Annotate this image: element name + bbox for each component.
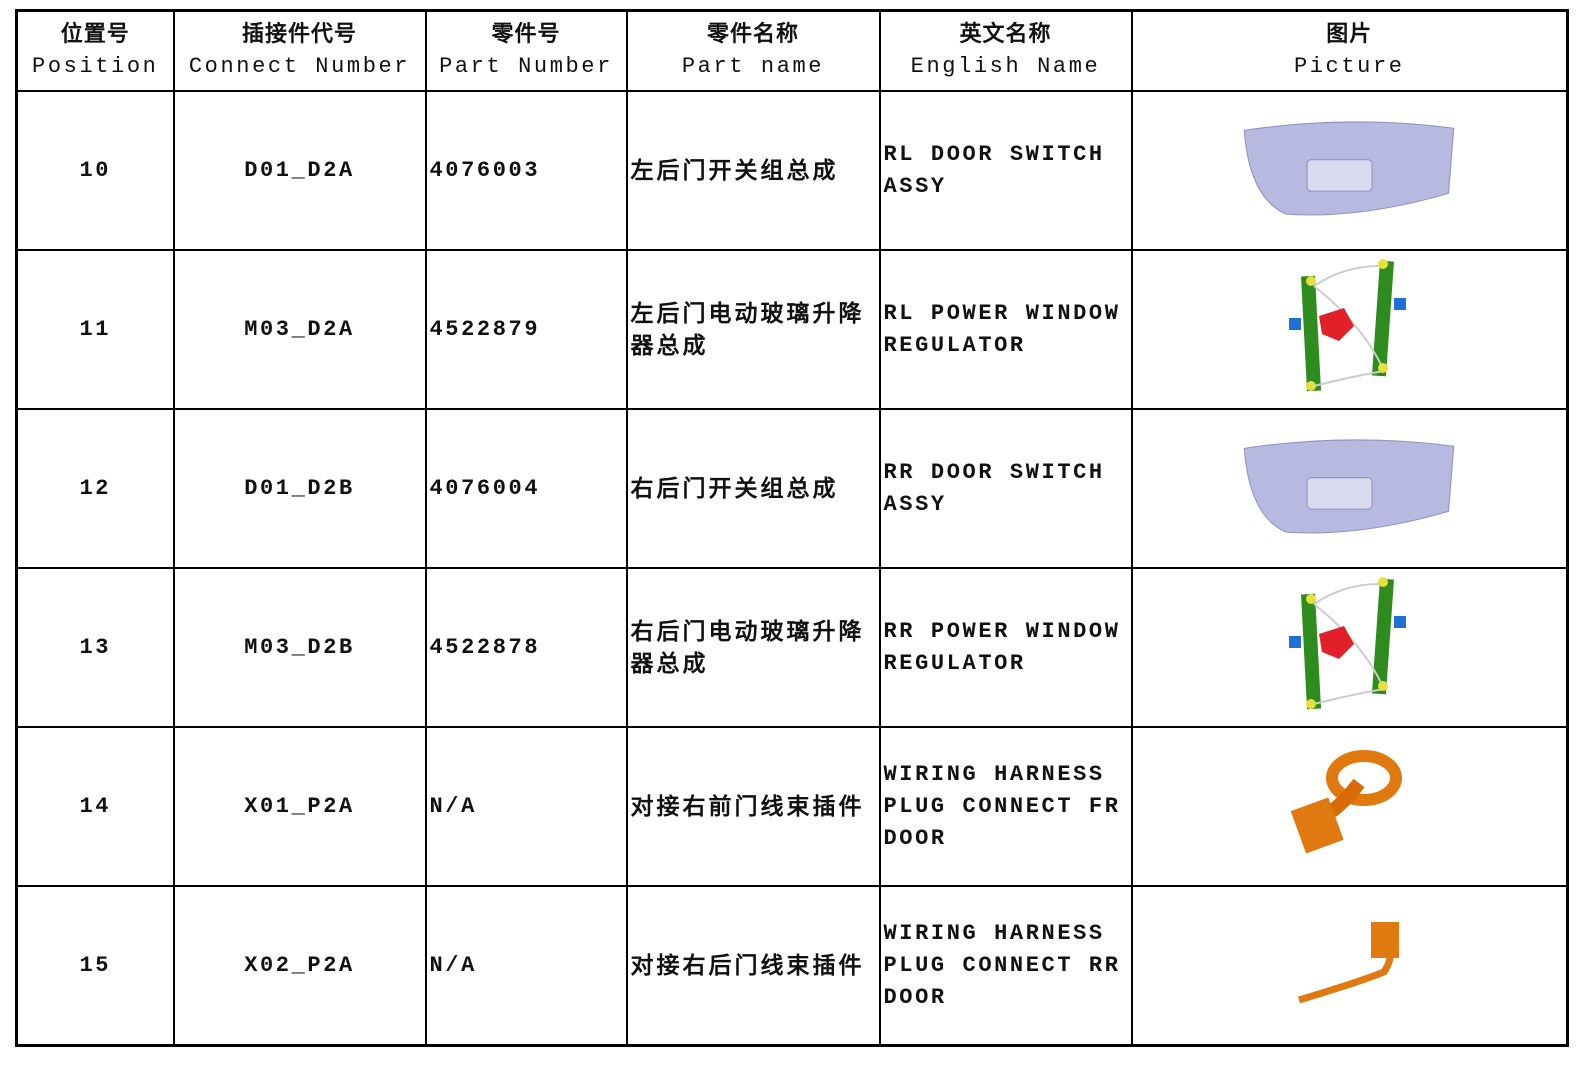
- english-name: RR POWER WINDOW REGULATOR: [878, 567, 1133, 728]
- header-cell: 零件名称 Part name: [625, 9, 881, 92]
- header-cell: 英文名称 English Name: [878, 9, 1133, 92]
- position: 11: [15, 249, 175, 410]
- header-cell: 零件号 Part Number: [424, 9, 628, 92]
- picture-cell: [1130, 567, 1569, 728]
- header-en: Part Number: [439, 54, 613, 79]
- part-image: [1239, 917, 1459, 1007]
- header-cell: 位置号 Position: [15, 9, 175, 92]
- connect-number: D01_D2B: [172, 408, 427, 569]
- header-cell: 插接件代号 Connect Number: [172, 9, 427, 92]
- header-en: Part name: [681, 54, 825, 79]
- position: 13: [15, 567, 175, 728]
- header-cell: 图片 Picture: [1130, 9, 1569, 92]
- header-en: Connect Number: [188, 54, 411, 79]
- part-name: 对接右前门线束插件: [625, 726, 881, 887]
- header-en: Position: [32, 54, 159, 79]
- position: 12: [15, 408, 175, 569]
- picture-cell: [1130, 885, 1569, 1047]
- english-name: RL DOOR SWITCH ASSY: [878, 90, 1133, 251]
- header-zh: 零件号: [491, 22, 561, 47]
- english-name: RR DOOR SWITCH ASSY: [878, 408, 1133, 569]
- connect-number: D01_D2A: [172, 90, 427, 251]
- part-number: 4522879: [424, 249, 628, 410]
- connect-number: M03_D2B: [172, 567, 427, 728]
- part-name: 左后门电动玻璃升降器总成: [625, 249, 881, 410]
- row: 15 X02_P2A N/A 对接右后门线束插件 WIRING HARNESS PLUG…: [15, 885, 1569, 1047]
- header-zh: 插接件代号: [241, 22, 357, 47]
- position: 14: [15, 726, 175, 887]
- row: 13 M03_D2B 4522878 右后门电动玻璃升降器总成 RR POWER WIN…: [15, 567, 1569, 728]
- part-number: 4076004: [424, 408, 628, 569]
- header-zh: 位置号: [60, 22, 130, 47]
- row: 11 M03_D2A 4522879 左后门电动玻璃升降器总成 RL POWER WIN…: [15, 249, 1569, 410]
- part-number: N/A: [424, 726, 628, 887]
- part-number: N/A: [424, 885, 628, 1047]
- position: 15: [15, 885, 175, 1047]
- part-name: 对接右后门线束插件: [625, 885, 881, 1047]
- part-name: 右后门电动玻璃升降器总成: [625, 567, 881, 728]
- part-image: [1243, 439, 1455, 534]
- row: 12 D01_D2B 4076004 右后门开关组总成 RR DOOR SWITCH A…: [15, 408, 1569, 569]
- row: 10 D01_D2A 4076003 左后门开关组总成 RL DOOR SWITCH A…: [15, 90, 1569, 251]
- part-image: [1243, 121, 1455, 216]
- picture-cell: [1130, 249, 1569, 410]
- english-name: WIRING HARNESS PLUG CONNECT RR DOOR: [878, 885, 1133, 1047]
- part-name: 右后门开关组总成: [625, 408, 881, 569]
- connect-number: X02_P2A: [172, 885, 427, 1047]
- header-row: 位置号 Position 插接件代号 Connect Number 零件号 Part …: [15, 9, 1569, 92]
- part-name: 左后门开关组总成: [625, 90, 881, 251]
- english-name: WIRING HARNESS PLUG CONNECT FR DOOR: [878, 726, 1133, 887]
- header-zh: 图片: [1326, 22, 1373, 47]
- part-number: 4522878: [424, 567, 628, 728]
- header-zh: 零件名称: [706, 22, 799, 47]
- header-zh: 英文名称: [959, 22, 1052, 47]
- part-image: [1288, 258, 1408, 393]
- connect-number: X01_P2A: [172, 726, 427, 887]
- part-number: 4076003: [424, 90, 628, 251]
- english-name: RL POWER WINDOW REGULATOR: [878, 249, 1133, 410]
- header-en: English Name: [910, 54, 1101, 79]
- picture-cell: [1130, 726, 1569, 887]
- row: 14 X01_P2A N/A 对接右前门线束插件 WIRING HARNESS PLUG…: [15, 726, 1569, 887]
- part-image: [1239, 743, 1459, 863]
- connect-number: M03_D2A: [172, 249, 427, 410]
- header-en: Picture: [1293, 54, 1405, 79]
- position: 10: [15, 90, 175, 251]
- picture-cell: [1130, 408, 1569, 569]
- part-image: [1288, 576, 1408, 711]
- parts-table: 位置号 Position 插接件代号 Connect Number 零件号 Part …: [15, 9, 1569, 1047]
- picture-cell: [1130, 90, 1569, 251]
